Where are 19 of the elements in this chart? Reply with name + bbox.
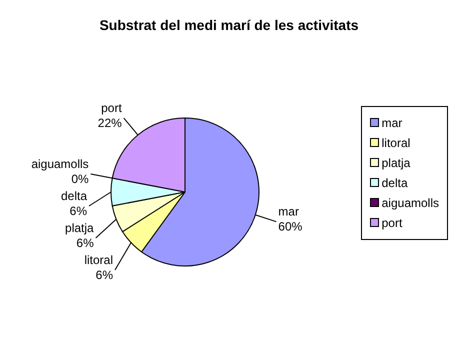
data-label: 6% (70, 204, 88, 218)
slice-label: platja (65, 221, 94, 236)
data-label: 6% (96, 268, 114, 282)
legend-label: port (382, 216, 402, 230)
data-label: 22% (98, 116, 122, 130)
slice-label: litoral (84, 253, 114, 268)
slice-label: port (101, 101, 122, 116)
slice-label: delta (60, 189, 88, 204)
category-label: aiguamolls (31, 157, 89, 172)
text: 0% (71, 172, 89, 186)
legend-label: platja (382, 156, 410, 170)
legend-label: aiguamolls (382, 196, 439, 210)
legend-label: litoral (382, 136, 410, 150)
data-label: 6% (76, 236, 94, 250)
slice-label: mar (278, 204, 299, 219)
legend-label: delta (382, 176, 408, 190)
legend-label: mar (382, 116, 402, 130)
data-label: 60% (278, 220, 303, 234)
chart-title: Substrat del medi marí de les activitats (98, 17, 360, 33)
